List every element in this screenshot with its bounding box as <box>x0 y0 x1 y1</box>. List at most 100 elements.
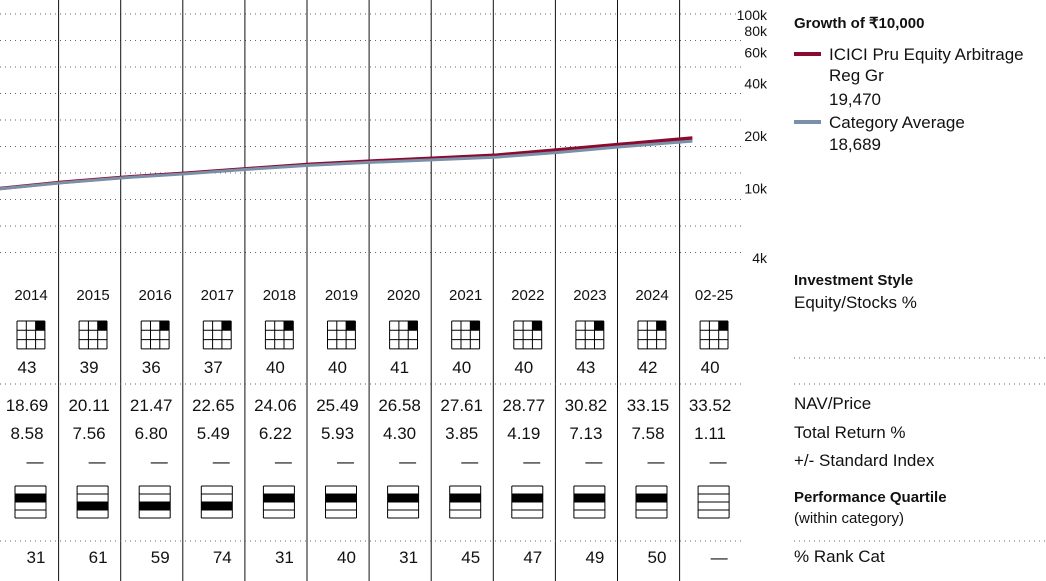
style-box-icon <box>389 320 418 350</box>
rank-cat-value: 50 <box>648 548 667 567</box>
rank-cat-value: 49 <box>585 548 604 567</box>
year-label: 2023 <box>573 287 606 304</box>
y-tick-label: 4k <box>752 250 768 266</box>
legend-swatch-fund <box>794 52 821 56</box>
rank-cat-value: 31 <box>275 548 294 567</box>
vs-index-value: — <box>213 452 230 471</box>
total-return-value: 6.80 <box>135 424 168 443</box>
total-return-value: 8.58 <box>10 424 43 443</box>
investment-style-subtitle: Equity/Stocks % <box>794 293 917 312</box>
quartile-box-icon <box>635 485 668 519</box>
y-tick-label: 60k <box>744 45 768 61</box>
total-return-label: Total Return % <box>794 423 906 442</box>
style-box-icon <box>451 320 481 350</box>
equity-pct-value: 43 <box>576 358 595 377</box>
legend-value-fund: 19,470 <box>829 90 881 109</box>
nav-price-value: 25.49 <box>316 396 359 415</box>
year-label: 2021 <box>449 287 482 304</box>
investment-style-title: Investment Style <box>794 272 914 289</box>
style-box-icon <box>202 320 232 350</box>
year-label: 2017 <box>201 287 234 304</box>
chart-title: Growth of ₹10,000 <box>794 15 925 32</box>
rank-cat-value: 45 <box>461 548 480 567</box>
rank-cat-value: 74 <box>213 548 232 567</box>
series-layer <box>0 136 693 191</box>
vs-index-value: — <box>151 452 168 471</box>
year-label: 2020 <box>387 287 420 304</box>
vs-index-label: +/- Standard Index <box>794 451 935 470</box>
quartile-box-icon <box>262 485 295 519</box>
rank-cat-value: 61 <box>89 548 108 567</box>
year-label: 2016 <box>139 287 172 304</box>
equity-pct-value: 43 <box>18 358 37 377</box>
legend-value-category: 18,689 <box>829 135 881 154</box>
nav-price-value: 33.15 <box>627 396 670 415</box>
equity-pct-value: 41 <box>390 358 409 377</box>
vs-index-value: — <box>275 452 292 471</box>
equity-pct-value: 40 <box>452 358 471 377</box>
vs-index-value: — <box>337 452 354 471</box>
total-return-value: 5.93 <box>321 424 354 443</box>
total-return-value: 7.13 <box>569 424 602 443</box>
quartile-box-icon <box>325 485 357 519</box>
year-label: 2014 <box>14 287 47 304</box>
total-return-value: 4.30 <box>383 424 416 443</box>
total-return-value: 6.22 <box>259 424 292 443</box>
vs-index-value: — <box>461 452 478 471</box>
nav-price-value: 26.58 <box>378 396 421 415</box>
nav-price-value: 21.47 <box>130 396 173 415</box>
nav-price-value: 20.11 <box>68 396 109 415</box>
rank-cat-value: 40 <box>337 548 356 567</box>
style-box-icon <box>140 320 170 350</box>
rank-cat-value: 31 <box>399 548 418 567</box>
vs-index-value: — <box>89 452 106 471</box>
quartile-box-icon <box>138 485 171 519</box>
legend-swatch-category <box>794 120 821 124</box>
total-return-value: 7.56 <box>73 424 106 443</box>
total-return-value: 3.85 <box>445 424 478 443</box>
nav-price-value: 18.69 <box>6 396 49 415</box>
total-return-value: 1.11 <box>694 424 726 443</box>
style-box-icon <box>575 320 605 350</box>
style-box-icon <box>16 320 46 350</box>
equity-pct-value: 36 <box>142 358 161 377</box>
y-tick-label: 10k <box>744 180 768 196</box>
rank-cat-value: 31 <box>27 548 46 567</box>
vs-index-value: — <box>523 452 540 471</box>
quartile-box-icon <box>200 485 233 519</box>
year-label: 2024 <box>635 287 668 304</box>
vs-index-value: — <box>399 452 416 471</box>
year-label: 2018 <box>263 287 296 304</box>
rank-cat-value: — <box>711 548 728 567</box>
style-box-icon <box>78 320 108 350</box>
series-line-category <box>0 139 693 191</box>
style-box-icon <box>513 320 543 350</box>
quartile-box-icon <box>449 485 482 519</box>
performance-quartile-title: Performance Quartile <box>794 489 947 506</box>
equity-pct-value: 37 <box>204 358 223 377</box>
style-box-icon <box>264 320 294 350</box>
quartile-box-icon <box>697 485 730 519</box>
nav-price-value: 27.61 <box>440 396 483 415</box>
vs-index-value: — <box>710 452 727 471</box>
nav-price-value: 28.77 <box>503 396 546 415</box>
equity-pct-value: 40 <box>514 358 533 377</box>
rank-cat-label: % Rank Cat <box>794 547 885 566</box>
style-box-icon <box>327 320 356 350</box>
quartile-box-icon <box>387 485 420 519</box>
quartile-box-icon <box>14 485 47 519</box>
equity-pct-value: 40 <box>328 358 347 377</box>
vs-index-value: — <box>27 452 44 471</box>
vs-index-value: — <box>648 452 665 471</box>
table-layer: 2014 43 18.69 8.58 — 31 2015 39 20.11 7.56 — 61 2016… <box>0 287 1046 567</box>
equity-pct-value: 40 <box>701 358 720 377</box>
nav-price-value: 22.65 <box>192 396 235 415</box>
rank-cat-value: 47 <box>523 548 542 567</box>
style-box-icon <box>699 320 729 350</box>
year-label: 2019 <box>325 287 358 304</box>
y-tick-label: 80k <box>744 23 768 39</box>
legend-label-category: Category Average <box>829 113 965 132</box>
year-label: 2015 <box>76 287 109 304</box>
equity-pct-value: 42 <box>639 358 658 377</box>
